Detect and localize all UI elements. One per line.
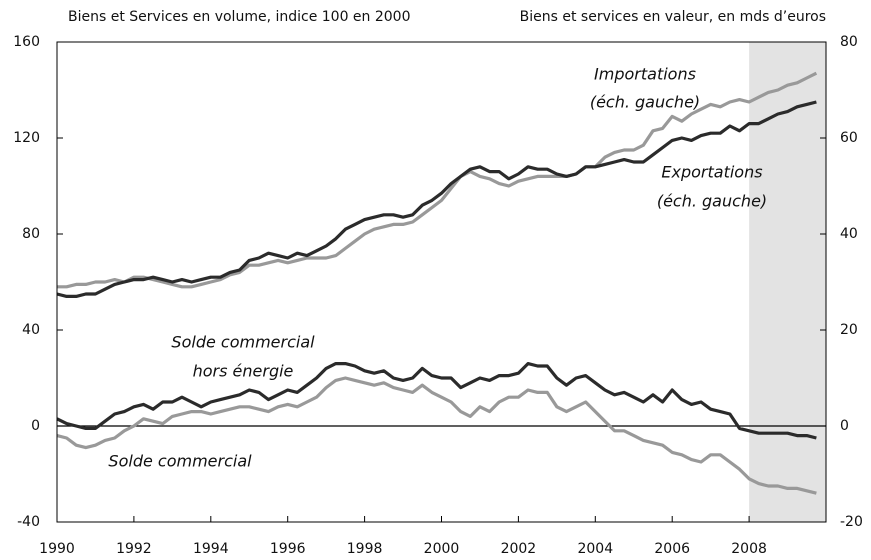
y-tick-label: 0 — [31, 418, 40, 434]
x-tick-label: 2000 — [424, 541, 460, 557]
plot-frame — [56, 41, 827, 523]
y2-tick-label: 20 — [840, 322, 858, 338]
series-line — [56, 376, 817, 495]
x-tick-label: 2006 — [654, 541, 690, 557]
x-tick-label: 1998 — [347, 541, 383, 557]
y-axis-title: Biens et Services en volume, indice 100 … — [68, 9, 411, 25]
y-tick-label: 120 — [13, 130, 40, 146]
x-tick-label: 2004 — [577, 541, 613, 557]
annotation: Solde commercial — [171, 333, 315, 352]
y-tick-label: -40 — [17, 514, 40, 530]
y2-tick-label: 0 — [840, 418, 849, 434]
series-line — [57, 71, 818, 289]
forecast-band — [749, 42, 826, 522]
series-line — [56, 100, 817, 298]
y2-tick-label: 40 — [840, 226, 858, 242]
x-tick-label: 2008 — [731, 541, 767, 557]
y2-tick-label: 60 — [840, 130, 858, 146]
annotation: Exportations — [661, 163, 762, 182]
annotation: (éch. gauche) — [590, 93, 700, 112]
annotation: Solde commercial — [108, 452, 252, 471]
x-tick-label: 1994 — [193, 541, 229, 557]
x-tick-label: 1990 — [39, 541, 75, 557]
x-tick-label: 2002 — [501, 541, 537, 557]
series-line — [56, 362, 817, 440]
y-tick-label: 40 — [22, 322, 40, 338]
y-tick-label: 80 — [22, 226, 40, 242]
x-tick-label: 1996 — [270, 541, 306, 557]
annotation: Importations — [594, 65, 696, 84]
annotation: (éch. gauche) — [657, 192, 767, 211]
annotation: hors énergie — [193, 362, 294, 381]
y2-tick-label: -20 — [840, 514, 863, 530]
x-tick-label: 1992 — [116, 541, 152, 557]
y2-tick-label: 80 — [840, 34, 858, 50]
y-tick-label: 160 — [13, 34, 40, 50]
y2-axis-title: Biens et services en valeur, en mds d’eu… — [520, 9, 826, 25]
